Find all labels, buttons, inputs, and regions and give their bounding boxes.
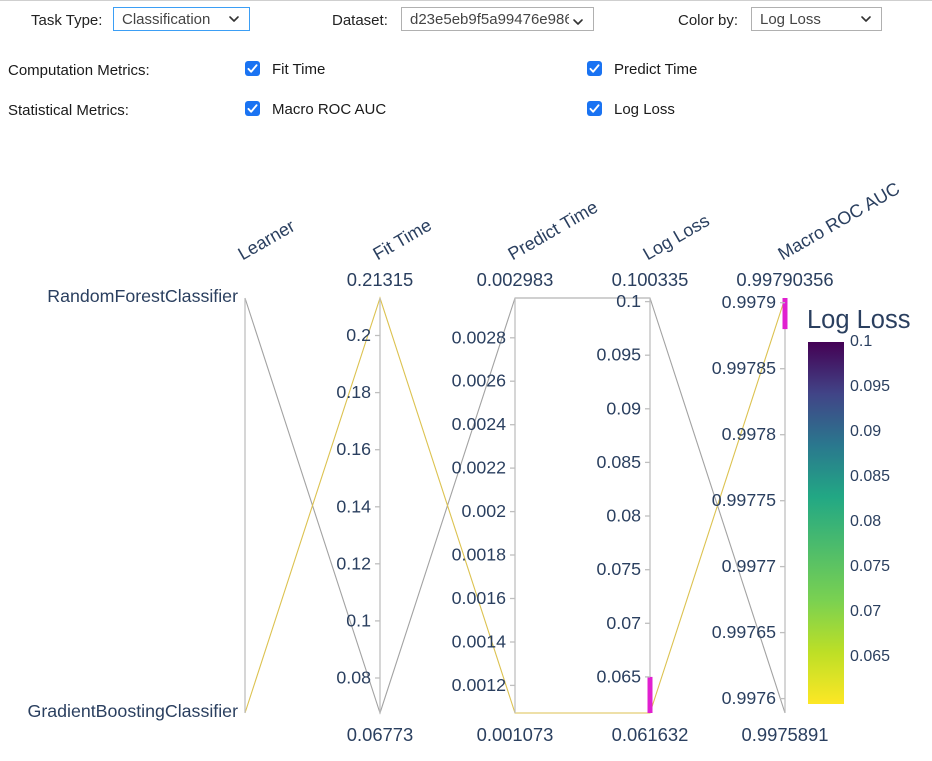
svg-text:0.0016: 0.0016	[452, 588, 506, 608]
svg-text:0.001073: 0.001073	[477, 724, 554, 745]
svg-text:0.1: 0.1	[346, 610, 371, 630]
svg-text:0.12: 0.12	[336, 553, 371, 573]
svg-text:0.085: 0.085	[597, 452, 642, 472]
svg-text:0.065: 0.065	[597, 666, 642, 686]
svg-text:0.99775: 0.99775	[712, 490, 776, 510]
svg-text:0.08: 0.08	[336, 668, 371, 688]
svg-text:0.2: 0.2	[346, 325, 371, 345]
svg-text:0.9977: 0.9977	[722, 556, 776, 576]
svg-text:0.002: 0.002	[462, 501, 507, 521]
svg-text:0.002983: 0.002983	[477, 269, 554, 290]
svg-text:0.14: 0.14	[336, 496, 371, 516]
svg-text:0.9976: 0.9976	[722, 688, 776, 708]
svg-text:0.095: 0.095	[597, 345, 642, 365]
svg-text:0.18: 0.18	[336, 382, 371, 402]
svg-text:0.99765: 0.99765	[712, 622, 776, 642]
svg-text:0.0026: 0.0026	[452, 371, 506, 391]
svg-text:0.0014: 0.0014	[452, 632, 506, 652]
svg-text:0.06773: 0.06773	[347, 724, 413, 745]
svg-text:0.9975891: 0.9975891	[742, 724, 829, 745]
svg-text:0.0024: 0.0024	[452, 414, 506, 434]
svg-text:0.07: 0.07	[606, 613, 641, 633]
svg-text:0.9978: 0.9978	[722, 424, 776, 444]
svg-text:0.21315: 0.21315	[347, 269, 413, 290]
svg-text:0.99790356: 0.99790356	[736, 269, 833, 290]
svg-text:0.075: 0.075	[597, 559, 642, 579]
svg-text:0.0018: 0.0018	[452, 545, 506, 565]
svg-text:0.99785: 0.99785	[712, 358, 776, 378]
svg-text:0.061632: 0.061632	[612, 724, 689, 745]
svg-text:0.0022: 0.0022	[452, 458, 506, 478]
svg-text:0.16: 0.16	[336, 439, 371, 459]
svg-text:0.0012: 0.0012	[452, 675, 506, 695]
svg-text:0.9979: 0.9979	[722, 292, 776, 312]
svg-text:0.08: 0.08	[606, 506, 641, 526]
svg-text:0.100335: 0.100335	[612, 269, 689, 290]
svg-text:0.09: 0.09	[606, 398, 641, 418]
svg-text:0.0028: 0.0028	[452, 327, 506, 347]
svg-text:0.1: 0.1	[616, 291, 641, 311]
